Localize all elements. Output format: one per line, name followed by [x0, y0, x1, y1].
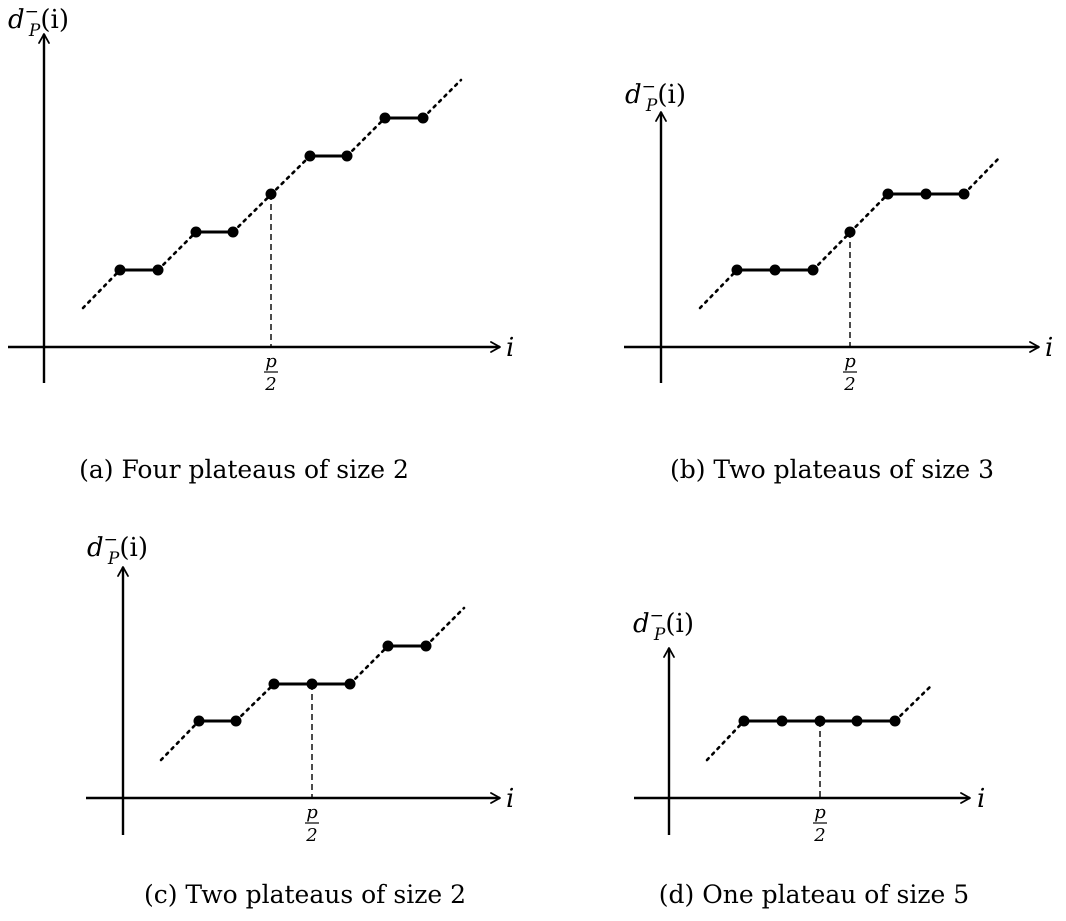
svg-text:2: 2 [264, 374, 276, 395]
svg-text:2: 2 [843, 374, 855, 395]
tick-label-p-over-2: p 2 [264, 351, 278, 395]
data-point [769, 264, 781, 276]
svg-text:p: p [265, 351, 277, 372]
data-point [227, 226, 239, 238]
caption: (c) Two plateaus of size 2 [144, 880, 466, 909]
data-point [776, 715, 788, 727]
x-axis-label: i [506, 333, 514, 363]
trend-segment [421, 78, 463, 120]
trend-segment [81, 268, 122, 310]
trend-segment [424, 606, 466, 648]
data-point [814, 715, 826, 727]
trend-segment [698, 268, 739, 310]
tick-label-p-over-2: p 2 [843, 351, 857, 395]
trend-segment [962, 154, 1003, 196]
svg-text:p: p [306, 802, 318, 823]
data-point [882, 188, 894, 200]
tick-label-p-over-2: p 2 [813, 802, 827, 846]
trend-segment [156, 230, 198, 272]
caption: (a) Four plateaus of size 2 [79, 455, 409, 484]
data-point [379, 112, 391, 124]
data-point [152, 264, 164, 276]
panel-c: d− P(i) i p 2 (c) Two plateaus of size 2 [86, 530, 514, 909]
trend-segment [705, 719, 746, 762]
y-axis-label: d− P(i) [87, 530, 148, 569]
caption: (b) Two plateaus of size 3 [670, 455, 994, 484]
trend-segment [345, 116, 387, 158]
data-point [230, 715, 242, 727]
data-point [417, 112, 429, 124]
y-axis-label: d− P(i) [633, 606, 694, 645]
trend-segment [893, 682, 935, 723]
data-point [265, 188, 277, 200]
data-point [889, 715, 901, 727]
data-point [190, 226, 202, 238]
data-point [193, 715, 205, 727]
data-point [738, 715, 750, 727]
data-point [731, 264, 743, 276]
data-point [920, 188, 932, 200]
svg-text:p: p [814, 802, 826, 823]
x-axis-label: i [977, 784, 985, 814]
svg-text:2: 2 [305, 825, 317, 846]
data-point [844, 226, 856, 238]
panel-b: d− P(i) i p 2 (b) Two plateaus of size 3 [624, 77, 1053, 484]
y-axis-label: d− P(i) [625, 77, 686, 116]
trend-segment [348, 644, 390, 686]
data-point [807, 264, 819, 276]
data-point [268, 678, 280, 690]
data-point [114, 264, 126, 276]
trend-segment [234, 682, 276, 723]
data-point [382, 640, 394, 652]
data-point [851, 715, 863, 727]
data-point [344, 678, 356, 690]
data-point [341, 150, 353, 162]
data-point [958, 188, 970, 200]
x-axis-label: i [506, 784, 514, 814]
data-point [304, 150, 316, 162]
svg-text:p: p [844, 351, 856, 372]
y-axis-label: d− P(i) [8, 2, 69, 41]
caption: (d) One plateau of size 5 [659, 880, 969, 909]
panel-d: d− P(i) i p 2 (d) One plateau of size 5 [633, 606, 985, 909]
tick-label-p-over-2: p 2 [305, 802, 319, 846]
x-axis-label: i [1045, 333, 1053, 363]
trend-segment [159, 719, 201, 762]
data-point [306, 678, 318, 690]
data-point [420, 640, 432, 652]
panel-a: d− P(i) i p 2 (a) Four plateaus of size 2 [8, 2, 514, 484]
svg-text:2: 2 [813, 825, 825, 846]
